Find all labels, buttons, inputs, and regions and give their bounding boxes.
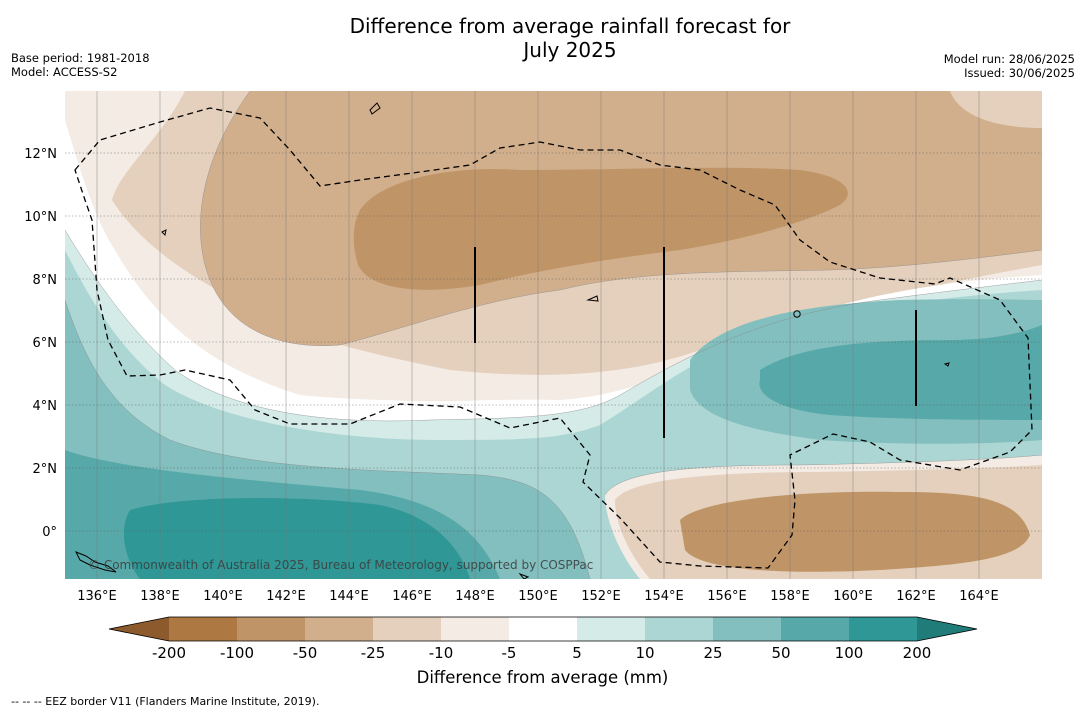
lat-label: 4°N	[33, 399, 58, 414]
model-name: Model: ACCESS-S2	[11, 65, 118, 79]
legend-tick: -100	[220, 644, 254, 662]
lat-label: 8°N	[33, 273, 58, 288]
model-info: Base period: 1981-2018 Model: ACCESS-S2	[11, 51, 150, 79]
lon-label: 162°E	[896, 589, 936, 604]
lon-label: 152°E	[581, 589, 621, 604]
band-plus-50-east	[759, 325, 1042, 420]
lon-label: 156°E	[707, 589, 747, 604]
legend-ticks: -200 -100 -50 -25 -10 -5 5 10 25 50 100 …	[152, 644, 931, 662]
model-run: Model run: 28/06/2025	[943, 52, 1075, 66]
lon-label: 140°E	[203, 589, 243, 604]
legend-tick: 50	[771, 644, 790, 662]
islands	[74, 102, 950, 579]
legend-tick: 200	[903, 644, 932, 662]
legend-tick: -10	[429, 644, 454, 662]
eez-border	[74, 107, 1033, 569]
lon-label: 138°E	[140, 589, 180, 604]
title-line-1: Difference from average rainfall forecas…	[349, 14, 791, 38]
base-period: Base period: 1981-2018	[11, 51, 150, 65]
legend-tick: 25	[703, 644, 722, 662]
lon-label: 144°E	[329, 589, 369, 604]
legend-tick: -5	[502, 644, 517, 662]
lat-label: 2°N	[33, 462, 58, 477]
legend-swatch	[509, 617, 577, 641]
legend-tick: -25	[361, 644, 386, 662]
lat-label: 12°N	[24, 147, 57, 162]
lon-label: 142°E	[266, 589, 306, 604]
legend-swatch	[781, 617, 849, 641]
lon-label: 148°E	[455, 589, 495, 604]
band-minus-50-se	[680, 491, 1030, 572]
lon-label: 164°E	[959, 589, 999, 604]
run-info: Model run: 28/06/2025 Issued: 30/06/2025	[944, 52, 1075, 80]
legend-tick: 100	[835, 644, 864, 662]
legend-swatch	[169, 617, 237, 641]
map-title: Difference from average rainfall forecas…	[270, 14, 870, 62]
legend-tick: 5	[572, 644, 582, 662]
legend-swatch	[713, 617, 781, 641]
lon-label: 154°E	[644, 589, 684, 604]
issued-date: Issued: 30/06/2025	[964, 66, 1075, 80]
copyright-credit: © Commonwealth of Australia 2025, Bureau…	[88, 558, 594, 572]
band-minus-10-ne	[950, 91, 1042, 128]
legend-outline	[108, 616, 978, 642]
lon-label: 160°E	[833, 589, 873, 604]
legend-swatch	[849, 617, 917, 641]
lon-label: 136°E	[77, 589, 117, 604]
lat-label: 0°	[42, 525, 57, 540]
map-field	[65, 91, 1042, 579]
legend-tick: 10	[635, 644, 654, 662]
legend-swatch	[441, 617, 509, 641]
color-legend	[108, 616, 978, 642]
legend-arrow-low	[109, 617, 169, 641]
lat-axis: 12°N 10°N 8°N 6°N 4°N 2°N 0°	[24, 147, 57, 540]
legend-swatch	[373, 617, 441, 641]
atoll-lines	[474, 247, 917, 438]
lon-label: 150°E	[518, 589, 558, 604]
legend-tick: -200	[152, 644, 186, 662]
legend-title: Difference from average (mm)	[416, 668, 669, 687]
legend-arrow-high	[917, 617, 977, 641]
legend-swatch	[305, 617, 373, 641]
legend-swatch	[645, 617, 713, 641]
lon-gridlines	[96, 91, 980, 579]
lon-label: 146°E	[392, 589, 432, 604]
legend-swatch	[577, 617, 645, 641]
lat-label: 6°N	[33, 336, 58, 351]
lon-label: 158°E	[770, 589, 810, 604]
legend-swatch	[237, 617, 305, 641]
lon-axis: 136°E 138°E 140°E 142°E 144°E 146°E 148°…	[77, 589, 999, 604]
legend-tick: -50	[293, 644, 318, 662]
title-line-2: July 2025	[523, 38, 617, 62]
lat-label: 10°N	[24, 210, 57, 225]
band-plus-100-west	[123, 498, 470, 579]
eez-footnote: -- -- -- EEZ border V11 (Flanders Marine…	[11, 695, 320, 708]
